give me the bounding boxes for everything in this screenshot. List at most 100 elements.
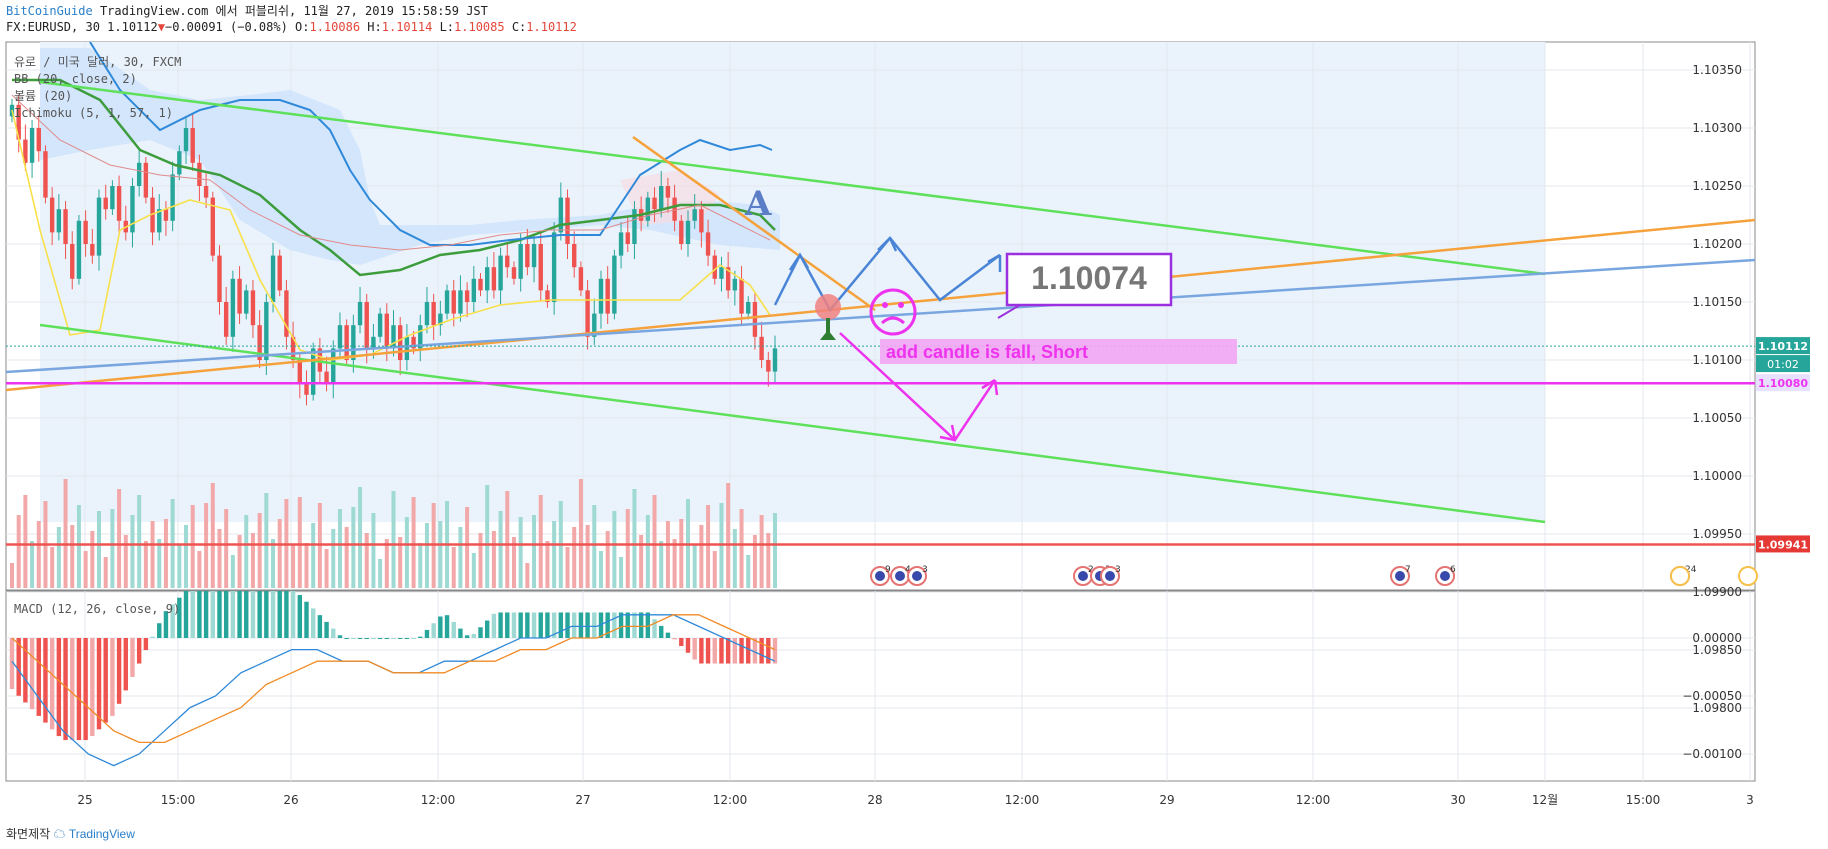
price-tick-label: 1.10250 <box>1692 179 1742 193</box>
volume-bar <box>97 511 102 588</box>
volume-bar <box>451 547 456 588</box>
economic-event-icon[interactable] <box>1670 566 1690 586</box>
channel-upper-line <box>39 80 1546 276</box>
channel-lower-line <box>39 323 1546 524</box>
candle-body <box>16 104 21 140</box>
flag-icon <box>1395 571 1405 581</box>
macd-histogram-bar <box>143 638 149 651</box>
footer: 화면제작 ☁ TradingView <box>6 825 135 842</box>
volume-bar <box>525 563 530 588</box>
candle-body <box>110 186 115 210</box>
volume-bar <box>297 497 302 588</box>
price-tick-label: 1.10100 <box>1692 353 1742 367</box>
macd-histogram-bar <box>505 612 510 638</box>
macd-histogram-bar <box>705 638 711 664</box>
ichimoku-base-line <box>12 78 776 277</box>
candle-body <box>364 302 369 349</box>
economic-event-icon[interactable] <box>1738 566 1758 586</box>
volume-bar <box>538 495 543 588</box>
volume-bar <box>645 515 650 588</box>
macd-histogram-bar <box>163 611 169 638</box>
candle-body <box>230 278 236 337</box>
macd-histogram-bar <box>76 638 82 741</box>
price-tick-label: 1.09900 <box>1692 585 1742 599</box>
brand-link[interactable]: BitCoinGuide <box>6 4 93 18</box>
macd-histogram-bar <box>297 595 302 638</box>
volume-bar <box>518 517 523 588</box>
macd-signal-line <box>11 614 776 744</box>
volume-bar <box>224 509 229 588</box>
volume-bar <box>250 533 255 588</box>
volume-bar <box>545 541 550 588</box>
price-tick-label: 1.09850 <box>1692 643 1742 657</box>
candle-body <box>618 232 624 256</box>
candle-body <box>143 162 149 198</box>
candle-body <box>290 336 296 360</box>
candle-body <box>217 255 222 302</box>
macd-histogram-bar <box>712 638 717 664</box>
candle-body <box>337 325 343 349</box>
volume-bar <box>418 543 423 588</box>
volume-bar <box>578 479 583 588</box>
volume-bar <box>16 515 21 588</box>
high-label: H: <box>367 20 382 34</box>
macd-histogram-bar <box>531 612 537 638</box>
price-change: −0.00091 (−0.08%) <box>164 20 288 34</box>
volume-bar <box>632 489 637 588</box>
volume-bar <box>619 557 624 588</box>
event-count: 2 <box>1088 565 1094 575</box>
candle-body <box>739 278 744 314</box>
candle-body <box>719 267 724 279</box>
candle-body <box>705 232 711 256</box>
arrow-head-icon <box>981 378 999 396</box>
candle-body <box>565 197 570 244</box>
macd-histogram-bar <box>264 591 269 638</box>
macd-histogram-bar <box>36 638 41 716</box>
volume-bar <box>351 507 356 588</box>
macd-histogram-bar <box>397 638 403 639</box>
macd-histogram-bar <box>324 621 329 638</box>
macd-histogram-bar <box>83 638 88 741</box>
candle-body <box>310 348 316 395</box>
volume-bar <box>210 483 215 588</box>
macd-histogram-bar <box>752 638 758 664</box>
time-tick-label: 28 <box>867 793 882 807</box>
candle-body <box>505 255 510 268</box>
chart-header-ohlc: FX:EURUSD, 30 1.10112▼−0.00091 (−0.08%) … <box>6 20 577 34</box>
macd-histogram-bar <box>310 608 316 638</box>
macd-histogram-bar <box>384 638 390 639</box>
macd-histogram-bar <box>692 638 697 660</box>
candle-body <box>404 336 410 360</box>
note-text: add candle is fall, Short <box>886 342 1088 362</box>
candle-body <box>331 348 336 384</box>
volume-bar <box>337 509 342 588</box>
price-tick-label: 1.10050 <box>1692 411 1742 425</box>
volume-bar <box>76 505 81 588</box>
candle-body <box>244 290 249 314</box>
macd-histogram-bar <box>377 638 383 639</box>
tradingview-logo[interactable]: ☁ TradingView <box>53 827 135 841</box>
volume-bar <box>612 511 617 588</box>
volume-bar <box>759 515 764 588</box>
volume-bar <box>63 479 68 588</box>
macd-histogram-bar <box>16 638 21 696</box>
volume-bar <box>237 535 242 588</box>
macd-histogram-bar <box>223 591 229 638</box>
macd-histogram-bar <box>725 638 731 664</box>
legend-volume: 볼륨 (20) <box>14 89 72 103</box>
volume-bar <box>679 519 684 588</box>
candle-body <box>90 244 95 256</box>
macd-histogram-bar <box>404 638 410 639</box>
macd-histogram-bar <box>237 591 242 638</box>
macd-tick-label: −0.00050 <box>1682 689 1742 703</box>
time-tick-label: 12:00 <box>1296 793 1331 807</box>
macd-histogram-bar <box>632 612 637 638</box>
macd-histogram-bar <box>63 638 68 741</box>
volume-bar <box>498 511 503 588</box>
candle-body <box>163 209 169 221</box>
event-count: 7 <box>1405 565 1411 575</box>
macd-pane[interactable] <box>5 590 1756 782</box>
candle-body <box>659 186 664 210</box>
macd-histogram-bar <box>49 638 55 730</box>
